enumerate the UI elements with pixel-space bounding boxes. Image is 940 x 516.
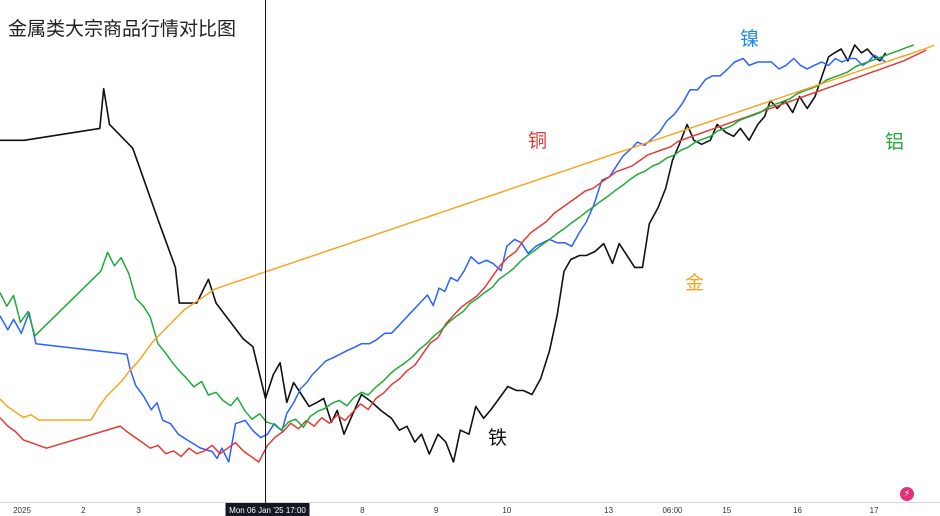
x-tick-label: 3	[136, 506, 141, 515]
page-title: 金属类大宗商品行情对比图	[8, 18, 237, 40]
series-label-2: 铜	[528, 130, 547, 152]
series-line-3	[0, 44, 915, 431]
series-label-0: 铁	[488, 427, 507, 449]
x-tick-label: 13	[604, 506, 613, 515]
series-label-1: 镍	[740, 28, 759, 50]
lightning-icon[interactable]: ⚡	[900, 487, 914, 501]
x-tick-label: 16	[793, 506, 802, 515]
series-layer	[0, 44, 935, 463]
x-tick-label: 10	[502, 506, 511, 515]
x-tick-label: 06:00	[662, 506, 683, 515]
x-tick-label: 2	[81, 506, 86, 515]
crosshair-time-label: Mon 06 Jan '25 17:00	[229, 506, 306, 515]
x-tick-label: 2025	[13, 506, 31, 515]
x-tick-label: 17	[870, 506, 879, 515]
series-label-4: 金	[685, 272, 704, 294]
series-label-3: 铝	[885, 131, 904, 153]
x-tick-label: 8	[360, 506, 365, 515]
series-line-0	[0, 44, 887, 463]
series-line-1	[0, 54, 887, 463]
series-line-4	[0, 44, 935, 421]
series-labels: 铁 镍铜 铝金	[488, 28, 904, 449]
crosshair-badge: Mon 06 Jan '25 17:00	[225, 503, 310, 516]
series-line-2	[0, 49, 927, 463]
x-tick-label: 15	[722, 506, 731, 515]
x-tick-label: 9	[434, 506, 439, 515]
